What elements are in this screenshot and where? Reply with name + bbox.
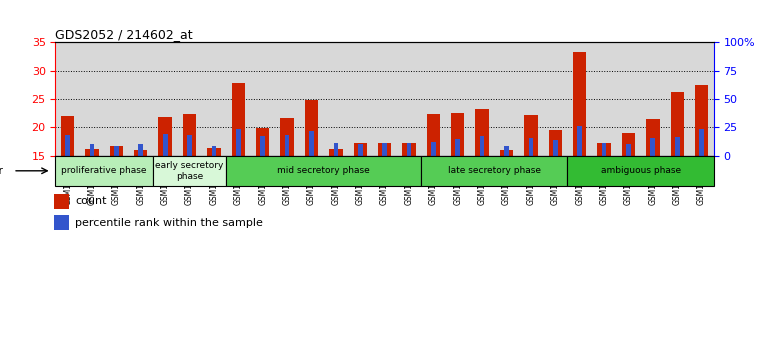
Bar: [177, 42, 202, 156]
Bar: [378, 143, 391, 156]
Bar: [207, 148, 221, 156]
Bar: [61, 116, 75, 156]
Bar: [475, 109, 489, 156]
Bar: [85, 149, 99, 156]
Bar: [470, 42, 494, 156]
Bar: [528, 138, 534, 156]
Bar: [451, 113, 464, 156]
Text: other: other: [0, 166, 3, 176]
Bar: [494, 42, 519, 156]
Text: ambiguous phase: ambiguous phase: [601, 166, 681, 175]
Bar: [280, 118, 294, 156]
Bar: [421, 156, 567, 186]
Text: late secretory phase: late secretory phase: [448, 166, 541, 175]
Text: proliferative phase: proliferative phase: [62, 166, 147, 175]
Bar: [55, 156, 153, 186]
Bar: [402, 143, 416, 156]
Bar: [699, 129, 704, 156]
Bar: [65, 135, 70, 156]
Bar: [162, 134, 168, 156]
Bar: [651, 138, 655, 156]
Bar: [212, 145, 216, 156]
Bar: [500, 150, 514, 156]
Bar: [153, 42, 177, 156]
Bar: [407, 143, 411, 156]
Bar: [358, 144, 363, 156]
Bar: [480, 136, 484, 156]
Bar: [592, 42, 616, 156]
Bar: [323, 42, 348, 156]
Bar: [665, 42, 689, 156]
Bar: [573, 52, 587, 156]
Bar: [80, 42, 104, 156]
Bar: [446, 42, 470, 156]
Bar: [626, 144, 631, 156]
Text: early secretory
phase: early secretory phase: [156, 161, 224, 181]
Bar: [373, 42, 397, 156]
Bar: [54, 194, 69, 209]
Text: percentile rank within the sample: percentile rank within the sample: [75, 217, 263, 228]
Bar: [275, 42, 300, 156]
Bar: [621, 133, 635, 156]
Bar: [182, 114, 196, 156]
Bar: [139, 144, 143, 156]
Bar: [421, 42, 446, 156]
Bar: [616, 42, 641, 156]
Bar: [236, 129, 241, 156]
Bar: [519, 42, 543, 156]
Bar: [601, 143, 607, 156]
Bar: [348, 42, 373, 156]
Bar: [567, 42, 592, 156]
Bar: [695, 85, 708, 156]
Bar: [524, 115, 537, 156]
Bar: [567, 156, 714, 186]
Bar: [226, 42, 250, 156]
Bar: [646, 119, 660, 156]
Bar: [329, 149, 343, 156]
Bar: [553, 140, 557, 156]
Bar: [285, 135, 290, 156]
Bar: [89, 144, 95, 156]
Bar: [548, 130, 562, 156]
Bar: [202, 42, 226, 156]
Text: mid secretory phase: mid secretory phase: [277, 166, 370, 175]
Bar: [187, 135, 192, 156]
Bar: [675, 137, 680, 156]
Bar: [54, 215, 69, 230]
Bar: [104, 42, 129, 156]
Bar: [504, 146, 509, 156]
Bar: [353, 143, 367, 156]
Bar: [129, 42, 153, 156]
Bar: [333, 143, 338, 156]
Bar: [455, 139, 460, 156]
Text: count: count: [75, 196, 106, 206]
Bar: [114, 145, 119, 156]
Bar: [309, 131, 314, 156]
Bar: [382, 143, 387, 156]
Bar: [55, 42, 80, 156]
Bar: [153, 156, 226, 186]
Bar: [134, 149, 148, 156]
Bar: [300, 42, 323, 156]
Bar: [578, 126, 582, 156]
Bar: [232, 83, 245, 156]
Bar: [159, 117, 172, 156]
Bar: [256, 128, 270, 156]
Bar: [250, 42, 275, 156]
Bar: [260, 136, 265, 156]
Bar: [431, 142, 436, 156]
Bar: [671, 92, 684, 156]
Bar: [397, 42, 421, 156]
Bar: [543, 42, 567, 156]
Bar: [109, 146, 123, 156]
Bar: [427, 114, 440, 156]
Bar: [305, 100, 318, 156]
Text: GDS2052 / 214602_at: GDS2052 / 214602_at: [55, 28, 193, 41]
Bar: [689, 42, 714, 156]
Bar: [226, 156, 421, 186]
Bar: [641, 42, 665, 156]
Bar: [598, 143, 611, 156]
